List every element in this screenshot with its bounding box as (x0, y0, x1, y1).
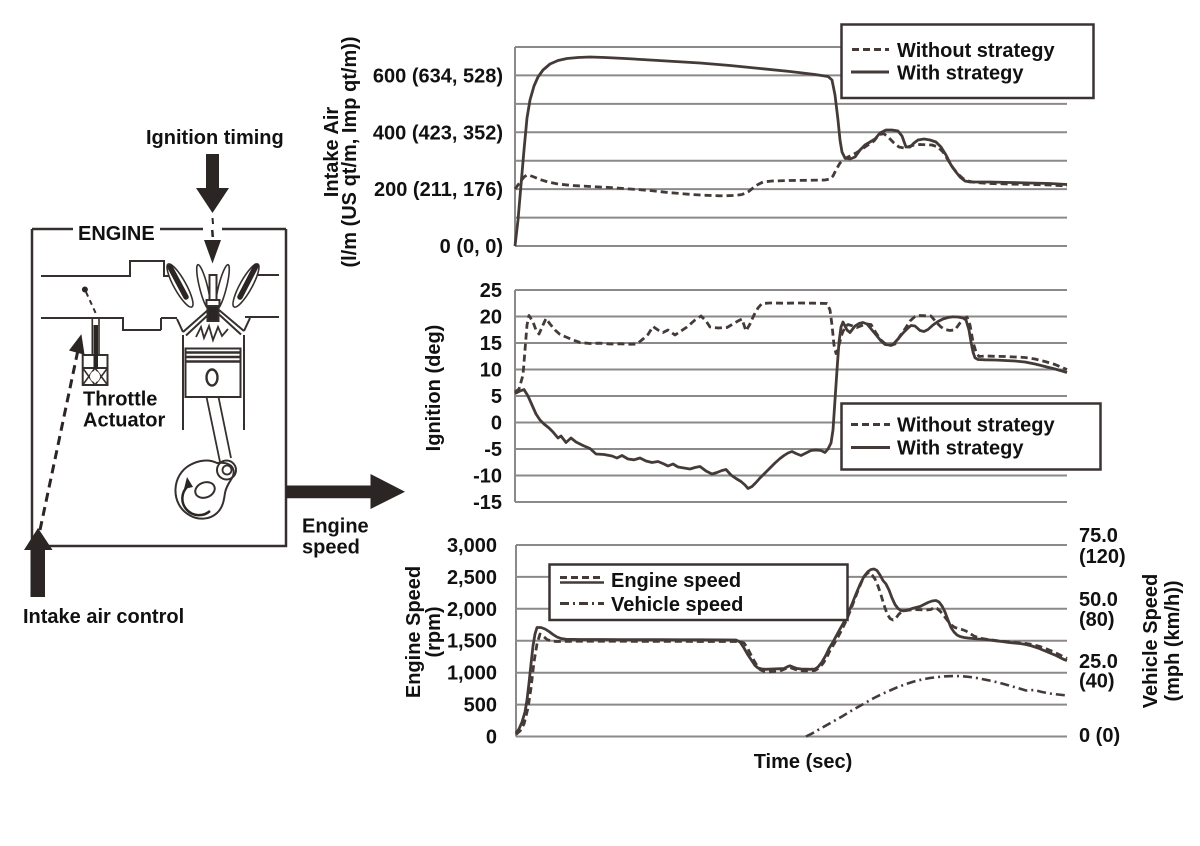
svg-text:ENGINE: ENGINE (78, 223, 155, 245)
svg-text:Ignition (deg): Ignition (deg) (423, 325, 445, 452)
svg-text:Intake Air: Intake Air (321, 107, 343, 198)
svg-text:Vehicle speed: Vehicle speed (611, 594, 743, 616)
svg-text:Time (sec): Time (sec) (754, 751, 853, 773)
svg-text:-5: -5 (484, 439, 502, 461)
svg-text:15: 15 (480, 333, 502, 355)
svg-text:1,500: 1,500 (447, 631, 497, 653)
svg-text:Throttle: Throttle (83, 389, 157, 411)
svg-text:Intake air control: Intake air control (23, 606, 184, 628)
svg-text:50.0: 50.0 (1079, 589, 1118, 611)
svg-text:5: 5 (491, 386, 502, 408)
svg-text:(l/m (US qt/m, Imp qt/m)): (l/m (US qt/m, Imp qt/m)) (339, 36, 361, 267)
svg-text:Without strategy: Without strategy (897, 40, 1055, 62)
svg-text:1,000: 1,000 (447, 663, 497, 685)
svg-text:2,500: 2,500 (447, 567, 497, 589)
svg-text:0: 0 (491, 413, 502, 435)
svg-text:(120): (120) (1079, 546, 1126, 568)
svg-text:Engine Speed: Engine Speed (403, 566, 425, 698)
svg-text:Engine: Engine (302, 516, 369, 538)
svg-text:(rpm): (rpm) (423, 606, 445, 657)
svg-text:0: 0 (486, 727, 497, 749)
svg-text:0 (0, 0): 0 (0, 0) (440, 236, 503, 258)
svg-text:3,000: 3,000 (447, 535, 497, 557)
svg-text:500: 500 (464, 695, 497, 717)
svg-text:Engine speed: Engine speed (611, 570, 741, 592)
svg-text:600 (634, 528): 600 (634, 528) (373, 65, 503, 87)
svg-text:25.0: 25.0 (1079, 651, 1118, 673)
svg-text:(40): (40) (1079, 671, 1115, 693)
svg-text:(80): (80) (1079, 609, 1115, 631)
svg-text:25: 25 (480, 280, 502, 302)
svg-text:With strategy: With strategy (897, 63, 1024, 85)
svg-text:20: 20 (480, 307, 502, 329)
svg-text:-15: -15 (473, 492, 502, 514)
svg-text:Vehicle Speed: Vehicle Speed (1140, 574, 1162, 709)
svg-text:200 (211, 176): 200 (211, 176) (374, 179, 503, 201)
svg-text:(mph (km/h)): (mph (km/h)) (1162, 580, 1184, 701)
svg-text:Without strategy: Without strategy (897, 415, 1055, 437)
svg-text:2,000: 2,000 (447, 599, 497, 621)
svg-text:Actuator: Actuator (83, 410, 165, 432)
svg-text:Ignition timing: Ignition timing (146, 127, 284, 149)
svg-text:75.0: 75.0 (1079, 525, 1118, 547)
svg-text:10: 10 (480, 360, 502, 382)
svg-text:speed: speed (302, 537, 360, 559)
svg-text:400 (423, 352): 400 (423, 352) (373, 122, 503, 144)
svg-text:0 (0): 0 (0) (1079, 725, 1120, 747)
svg-text:-10: -10 (473, 466, 502, 488)
svg-text:With strategy: With strategy (897, 438, 1024, 460)
